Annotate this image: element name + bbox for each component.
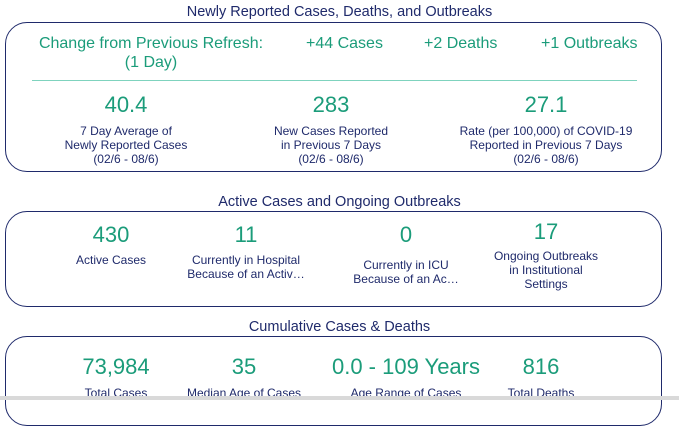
cumulative-panel: 73,984 Total Cases 35 Median Age of Case… — [5, 336, 662, 426]
metric-label-line2: in Institutional — [509, 263, 583, 277]
section-title-cumulative: Cumulative Cases & Deaths — [248, 319, 431, 335]
metric-value: 40.4 — [104, 92, 148, 117]
metric-value: 73,984 — [82, 354, 150, 379]
metric-value: 27.1 — [524, 92, 568, 117]
metric-label-line1: Rate (per 100,000) of COVID-19 — [459, 124, 633, 138]
change-deaths: +2 Deaths — [424, 35, 498, 52]
metric-label-line2: Because of an Ac… — [353, 272, 459, 286]
metric-label-line3: (02/6 - 08/6) — [513, 152, 579, 166]
change-label: Change from Previous Refresh: (1 Day) — [26, 34, 276, 72]
metric-label-line1: Currently in ICU — [363, 258, 449, 272]
metric-label-line1: 7 Day Average of — [80, 124, 172, 138]
metric-value: 0.0 - 109 Years — [331, 354, 480, 379]
newly-reported-panel: Change from Previous Refresh: (1 Day) +4… — [5, 22, 662, 172]
section-title-newly-reported: Newly Reported Cases, Deaths, and Outbre… — [186, 4, 493, 20]
metric-label-line1: New Cases Reported — [273, 124, 389, 138]
metric-total-deaths: 816 Total Deaths — [486, 354, 596, 400]
metric-value: 430 — [92, 222, 130, 247]
metric-7-day-average: 40.4 7 Day Average of Newly Reported Cas… — [46, 92, 206, 166]
separator-line — [32, 80, 637, 81]
metric-value: 35 — [231, 354, 257, 379]
metric-value: 283 — [312, 92, 350, 117]
metric-label-line1: Active Cases — [75, 253, 147, 267]
metric-age-range: 0.0 - 109 Years Age Range of Cases — [321, 354, 491, 400]
metric-value: 0 — [399, 222, 413, 247]
metric-label-line1: Ongoing Outbreaks — [493, 249, 599, 263]
change-label-line1: Change from Previous Refresh: — [38, 35, 264, 52]
metric-value: 816 — [522, 354, 560, 379]
metric-value: 17 — [533, 219, 559, 244]
metric-label-line3: (02/6 - 08/6) — [93, 152, 159, 166]
metric-label-line2: Because of an Activ… — [187, 267, 305, 281]
metric-label-line2: in Previous 7 Days — [280, 138, 382, 152]
section-title-active-cases: Active Cases and Ongoing Outbreaks — [218, 194, 461, 210]
metric-label-line3: (02/6 - 08/6) — [298, 152, 364, 166]
metric-active-cases: 430 Active Cases — [61, 222, 161, 267]
metric-new-cases-7-days: 283 New Cases Reported in Previous 7 Day… — [251, 92, 411, 166]
metric-label-line1: Currently in Hospital — [191, 253, 301, 267]
metric-rate-per-100000: 27.1 Rate (per 100,000) of COVID-19 Repo… — [446, 92, 646, 166]
active-cases-panel: 430 Active Cases 11 Currently in Hospita… — [5, 211, 662, 307]
metric-total-cases: 73,984 Total Cases — [61, 354, 171, 400]
metric-label-line2: Reported in Previous 7 Days — [469, 138, 623, 152]
horizontal-scrollbar[interactable] — [0, 396, 679, 400]
metric-ongoing-outbreaks: 17 Ongoing Outbreaks in Institutional Se… — [481, 219, 611, 291]
metric-label-line2: Newly Reported Cases — [64, 138, 188, 152]
change-cases: +44 Cases — [306, 35, 383, 52]
metric-currently-in-icu: 0 Currently in ICU Because of an Ac… — [341, 222, 471, 286]
metric-label-line3: Settings — [524, 277, 568, 291]
metric-currently-in-hospital: 11 Currently in Hospital Because of an A… — [176, 222, 316, 281]
change-label-line2: (1 Day) — [124, 54, 178, 71]
metric-value: 11 — [234, 222, 258, 247]
metric-median-age: 35 Median Age of Cases — [174, 354, 314, 400]
change-outbreaks: +1 Outbreaks — [541, 35, 638, 52]
